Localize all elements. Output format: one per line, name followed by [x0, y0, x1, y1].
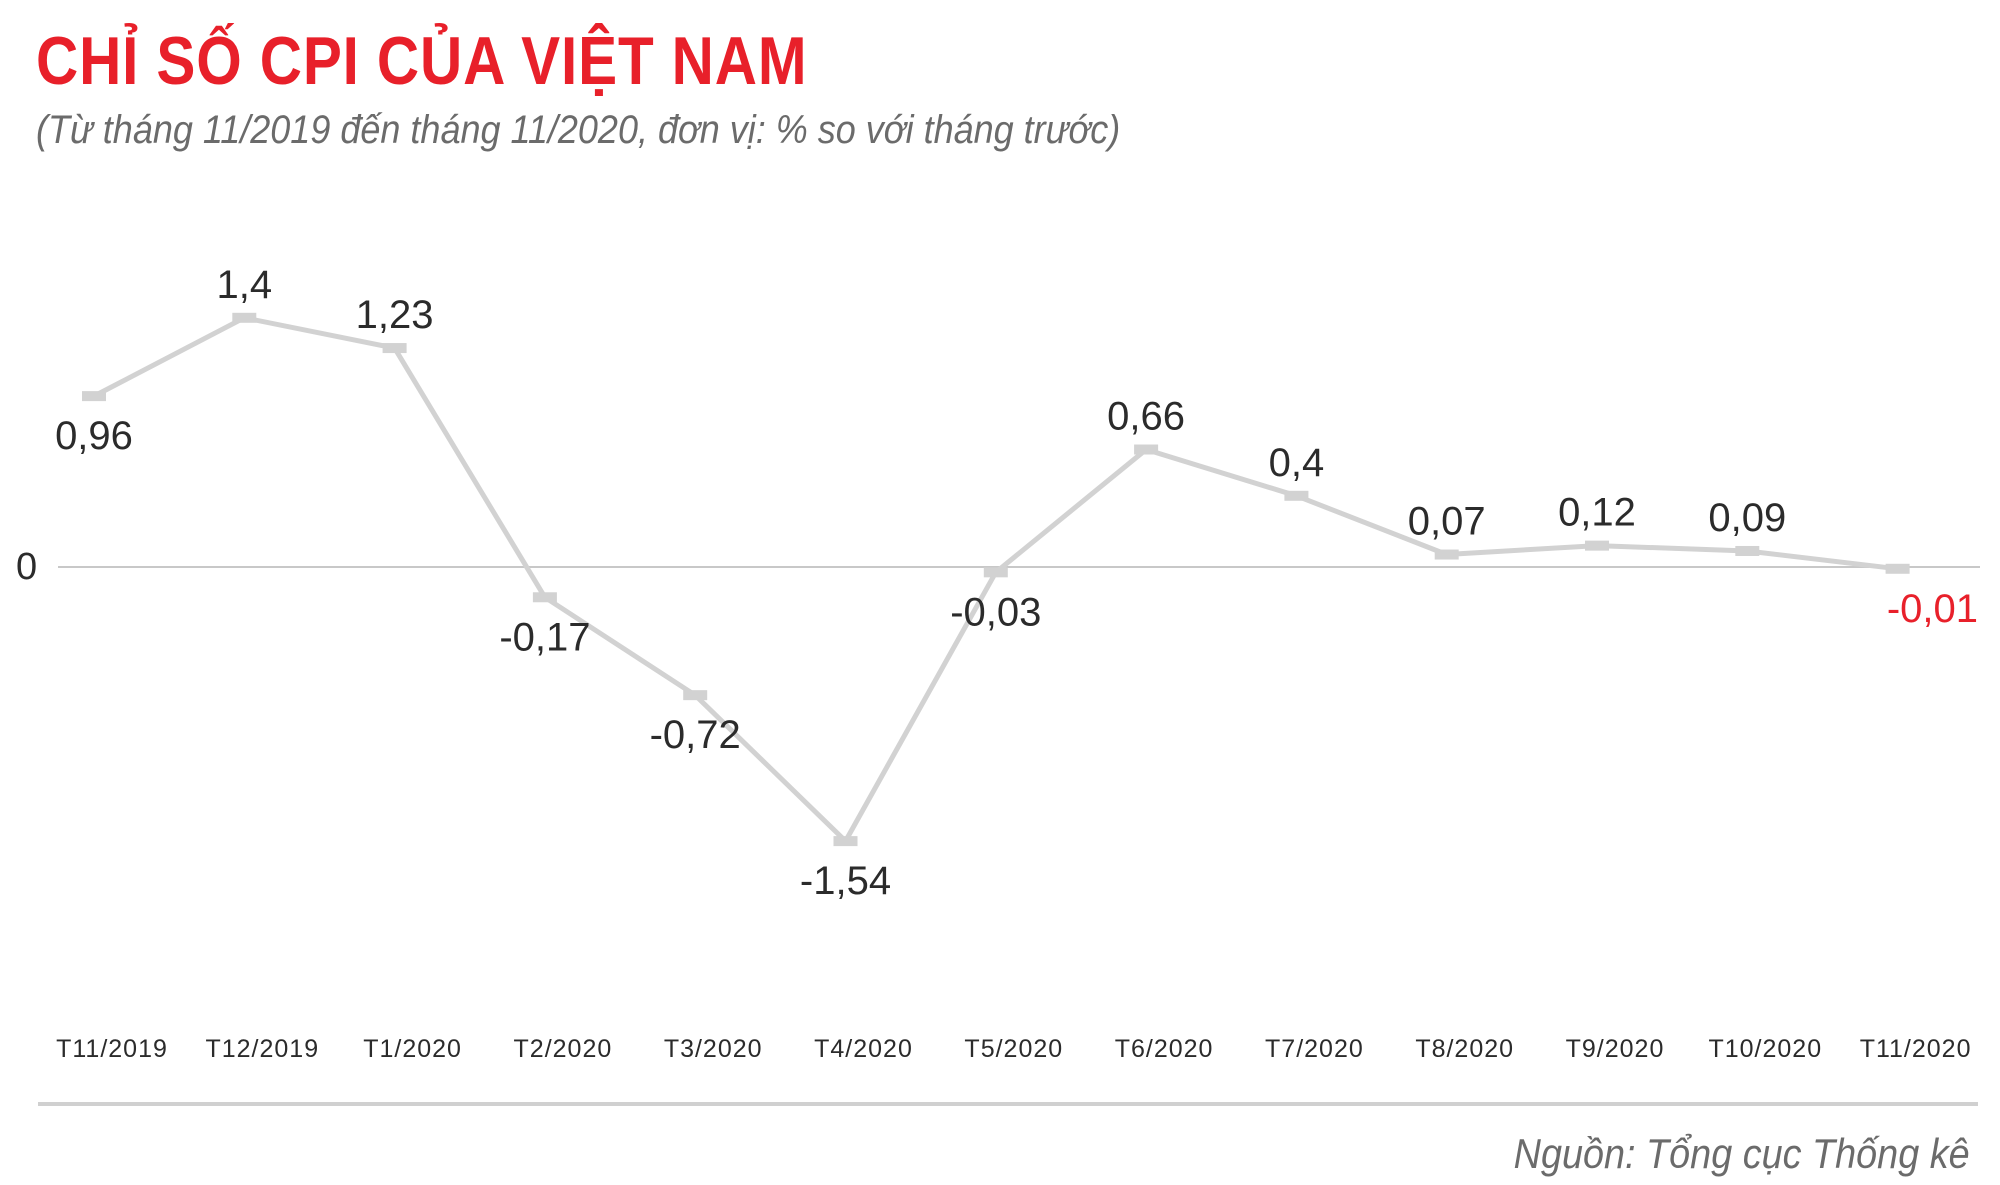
data-point-marker [1585, 540, 1609, 551]
data-value-label: -1,54 [800, 859, 891, 903]
data-point-marker [1735, 545, 1760, 556]
x-tick-label: T9/2020 [1566, 1035, 1665, 1063]
data-value-label: 0,96 [55, 414, 133, 458]
data-point-marker [232, 312, 257, 323]
data-value-label: 0,09 [1708, 496, 1786, 540]
chart-subtitle: (Từ tháng 11/2019 đến tháng 11/2020, đơn… [36, 108, 1121, 152]
data-point-marker [983, 567, 1008, 578]
data-point-marker [683, 690, 708, 701]
data-value-label: -0,72 [650, 713, 741, 757]
data-value-label: 1,4 [216, 263, 272, 307]
data-point-marker [1885, 563, 1910, 574]
data-value-label: 0,12 [1558, 491, 1636, 535]
data-point-marker [382, 343, 407, 354]
source-note: Nguồn: Tổng cục Thống kê [1514, 1130, 1970, 1177]
data-point-marker [1434, 549, 1459, 560]
chart-title: CHỈ SỐ CPI CỦA VIỆT NAM [36, 23, 808, 99]
footer-divider [38, 1102, 1978, 1106]
zero-axis-label: 0 [16, 546, 37, 588]
x-tick-label: T12/2019 [205, 1035, 319, 1063]
x-tick-label: T11/2020 [1860, 1035, 1972, 1063]
x-tick-label: T6/2020 [1115, 1035, 1214, 1063]
series-line [92, 315, 1898, 844]
data-value-label: 1,23 [356, 293, 434, 337]
x-tick-label: T11/2019 [56, 1035, 168, 1063]
x-tick-label: T10/2020 [1708, 1035, 1822, 1063]
x-tick-label: T2/2020 [514, 1035, 613, 1063]
data-value-label: -0,17 [499, 615, 590, 659]
data-point-marker [1134, 444, 1159, 455]
data-point-marker [532, 592, 557, 603]
x-tick-label: T7/2020 [1265, 1035, 1364, 1063]
x-tick-label: T5/2020 [964, 1035, 1063, 1063]
x-tick-label: T1/2020 [363, 1035, 462, 1063]
data-value-label: -0,01 [1887, 587, 1978, 631]
cpi-line-chart: 0 0,96 1,4 1,23 -0,17 -0,72 -1,54 -0,03 0,66 0,4… [16, 263, 1980, 1063]
x-tick-label: T3/2020 [664, 1035, 763, 1063]
x-tick-label: T8/2020 [1415, 1035, 1514, 1063]
data-value-label: 0,4 [1269, 441, 1325, 485]
data-point-marker [1284, 490, 1309, 501]
data-value-label: 0,07 [1408, 500, 1486, 544]
data-value-label: -0,03 [950, 590, 1041, 634]
x-tick-label: T4/2020 [814, 1035, 913, 1063]
data-point-marker [833, 836, 858, 847]
data-value-label: 0,66 [1107, 395, 1185, 439]
data-point-marker [82, 391, 106, 402]
